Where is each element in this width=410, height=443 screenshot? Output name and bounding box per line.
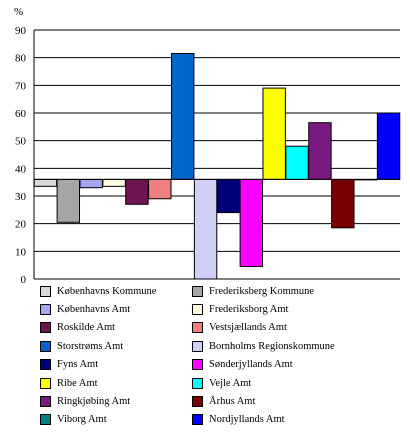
legend-item: Århus Amt: [192, 392, 380, 410]
bar: [331, 178, 355, 229]
legend-item: Vejle Amt: [192, 374, 380, 392]
legend-swatch: [40, 396, 51, 408]
legend-label: Vejle Amt: [209, 377, 252, 389]
y-tick-label: 20: [15, 219, 27, 231]
y-tick-label: 30: [15, 191, 27, 203]
bar: [56, 178, 81, 223]
legend-label: Ribe Amt: [57, 377, 98, 389]
bar: [125, 178, 149, 205]
legend-swatch: [192, 304, 203, 316]
legend-label: Nordjyllands Amt: [209, 414, 285, 426]
legend-item: Frederiksberg Kommune: [192, 282, 380, 300]
bar: [262, 87, 286, 180]
y-axis-unit-label: %: [14, 6, 23, 18]
legend-item: Viborg Amt: [40, 411, 192, 429]
bar: [33, 178, 58, 187]
y-tick-label: 90: [15, 25, 27, 37]
legend-swatch: [192, 359, 203, 371]
y-tick-label: 70: [15, 80, 27, 92]
bar: [308, 122, 332, 180]
legend-swatch: [192, 414, 203, 426]
legend-swatch: [40, 285, 51, 297]
bar: [148, 178, 172, 200]
y-tick-label: 10: [15, 246, 27, 258]
legend-label: Roskilde Amt: [57, 322, 116, 334]
y-tick-label: 60: [15, 108, 27, 120]
bar-chart: 0 10 20 30 40 50 60 70 80 90 %: [14, 6, 401, 285]
bar: [102, 178, 126, 187]
legend-item: Frederiksborg Amt: [192, 300, 380, 318]
bar: [239, 178, 264, 268]
bar: [376, 112, 401, 180]
y-tick-label: 0: [21, 274, 27, 285]
bar: [170, 53, 195, 180]
legend-swatch: [192, 322, 203, 334]
legend-swatch: [40, 304, 51, 316]
legend-label: Frederiksborg Amt: [209, 304, 289, 316]
bar: [193, 178, 218, 280]
legend-item: Vestsjællands Amt: [192, 319, 380, 337]
legend-swatch: [192, 396, 203, 408]
bar: [79, 178, 103, 189]
legend-label: Vestsjællands Amt: [209, 322, 287, 334]
legend-item: Ringkjøbing Amt: [40, 392, 192, 410]
y-tick-label: 80: [15, 53, 27, 65]
y-axis-ticks: 0 10 20 30 40 50 60 70 80 90: [15, 25, 27, 285]
legend: Københavns Kommune Frederiksberg Kommune K…: [40, 282, 380, 429]
legend-swatch: [192, 340, 203, 352]
legend-swatch: [192, 377, 203, 389]
bar: [216, 178, 241, 214]
gridlines: [34, 29, 400, 280]
legend-item: Ribe Amt: [40, 374, 192, 392]
legend-label: Viborg Amt: [57, 414, 107, 426]
legend-item: Nordjyllands Amt: [192, 411, 380, 429]
y-tick-label: 50: [15, 136, 27, 148]
legend-item: Københavns Kommune: [40, 282, 192, 300]
legend-swatch: [40, 414, 51, 426]
legend-label: Århus Amt: [209, 396, 256, 408]
bar: [285, 145, 309, 180]
legend-label: Københavns Kommune: [57, 285, 157, 297]
legend-label: Fyns Amt: [57, 359, 99, 371]
legend-label: Sønderjyllands Amt: [209, 359, 293, 371]
legend-label: Københavns Amt: [57, 304, 131, 316]
y-tick-label: 40: [15, 163, 27, 175]
legend-swatch: [192, 285, 203, 297]
legend-item: Roskilde Amt: [40, 319, 192, 337]
legend-item: Københavns Amt: [40, 300, 192, 318]
legend-item: Sønderjyllands Amt: [192, 356, 380, 374]
legend-item: Storstrøms Amt: [40, 337, 192, 355]
legend-swatch: [40, 377, 51, 389]
legend-label: Bornholms Regionskommune: [209, 340, 335, 352]
legend-swatch: [40, 359, 51, 371]
legend-item: Bornholms Regionskommune: [192, 337, 380, 355]
legend-swatch: [40, 340, 51, 352]
legend-swatch: [40, 322, 51, 334]
legend-label: Ringkjøbing Amt: [57, 396, 131, 408]
legend-item: Fyns Amt: [40, 356, 192, 374]
bars: [33, 53, 401, 280]
legend-label: Storstrøms Amt: [57, 340, 124, 352]
legend-label: Frederiksberg Kommune: [209, 285, 315, 297]
